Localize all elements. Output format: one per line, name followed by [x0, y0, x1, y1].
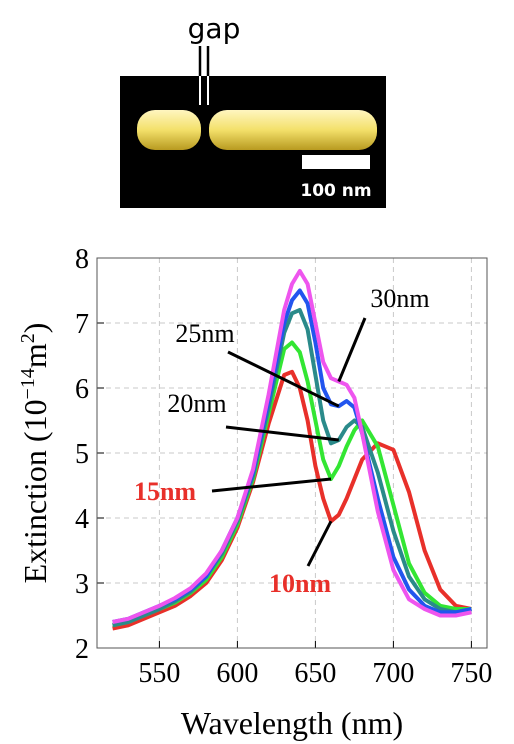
y-tick-label: 7	[75, 309, 89, 340]
series-line	[112, 369, 472, 631]
y-axis-label: Extinction (10−14m2)	[17, 323, 53, 584]
scale-bar	[302, 155, 370, 169]
series-label: 15nm	[134, 477, 196, 506]
rod-right	[209, 110, 377, 150]
x-tick-label: 650	[294, 658, 336, 689]
y-axis-label-part: )	[17, 323, 53, 334]
series-label: 10nm	[269, 569, 331, 598]
callout-line	[227, 350, 340, 408]
y-tick-label: 8	[75, 244, 89, 275]
series-label: 20nm	[167, 389, 226, 418]
y-tick-label: 6	[75, 374, 89, 405]
x-tick-label: 750	[450, 658, 492, 689]
plot-frame	[96, 257, 488, 649]
rod-left	[137, 110, 201, 150]
y-axis-label-part: m	[17, 343, 53, 368]
gap-label: gap	[188, 12, 241, 45]
x-tick-label: 700	[372, 658, 414, 689]
series-label: 25nm	[175, 319, 234, 348]
callout-line	[337, 317, 367, 383]
x-axis-label: Wavelength (nm)	[181, 705, 403, 741]
callout-line	[211, 477, 332, 493]
y-axis-label-part: 2	[17, 333, 39, 343]
x-tick-label: 550	[138, 658, 180, 689]
inset-image: gap 100 nm	[120, 12, 386, 208]
y-axis-label-part: −14	[17, 368, 39, 399]
series-line	[112, 269, 472, 624]
scale-bar-label: 100 nm	[300, 181, 371, 201]
y-tick-label: 3	[75, 569, 89, 600]
callout-line	[225, 425, 339, 442]
y-tick-label: 4	[75, 504, 89, 535]
series-label: 30nm	[370, 284, 429, 313]
y-tick-label: 5	[75, 439, 89, 470]
y-axis-label-part: Extinction (10	[17, 399, 53, 583]
y-tick-label: 2	[75, 634, 89, 665]
callout-line	[306, 520, 333, 567]
x-tick-label: 600	[216, 658, 258, 689]
plot: 550 600 650 700 750 2 3 4 5 6 7 8 10nm 15nm 20nm 25nm 30…	[17, 244, 492, 741]
